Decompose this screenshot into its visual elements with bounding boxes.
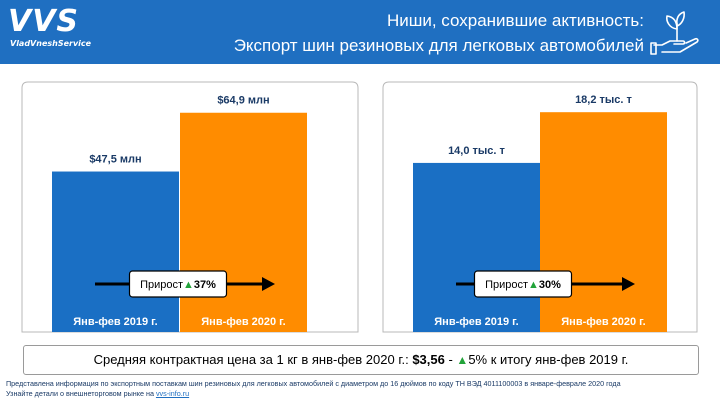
growth-label-text: Прирост — [140, 279, 183, 291]
growth-percent: 37% — [194, 279, 216, 291]
summary-text-after: к итогу янв-фев 2019 г. — [487, 352, 629, 367]
chart-panels: $47,5 млн Янв-фев 2019 г. $64,9 млн Янв-фев… — [21, 81, 698, 333]
up-triangle-icon: ▲ — [183, 279, 194, 291]
bar-2019 — [413, 162, 540, 332]
summary-separator: - — [444, 352, 457, 367]
panel-frame — [382, 81, 698, 333]
footnote-line-1: Представлена информация по экспортным по… — [6, 379, 621, 388]
footnote-line-2: Узнайте детали о внешнеторговом рынке на… — [6, 389, 621, 399]
logo-wordmark: VVS — [8, 4, 80, 39]
category-label: Янв-фев 2019 г. — [73, 316, 157, 328]
bar-value-label: 18,2 тыс. т — [575, 94, 632, 106]
up-triangle-icon: ▲ — [456, 353, 469, 367]
growth-label-text: Прирост — [485, 279, 528, 291]
growth-arrow-head — [622, 277, 635, 291]
category-label: Янв-фев 2020 г. — [561, 316, 645, 328]
bar-2020 — [180, 112, 307, 332]
title-line-2: Экспорт шин резиновых для легковых автом… — [233, 36, 644, 55]
chart-panel-2: 14,0 тыс. т Янв-фев 2019 г. 18,2 тыс. т Янв… — [382, 81, 698, 333]
category-label: Янв-фев 2020 г. — [201, 316, 285, 328]
bar-2019 — [52, 171, 179, 332]
footnote: Представлена информация по экспортным по… — [6, 379, 621, 399]
average-price-summary: Средняя контрактная цена за 1 кг в янв-ф… — [23, 345, 699, 375]
up-triangle-icon: ▲ — [528, 279, 539, 291]
growth-percent: 30% — [539, 279, 561, 291]
chart-panel-1: $47,5 млн Янв-фев 2019 г. $64,9 млн Янв-фев… — [21, 81, 359, 333]
header-bar: VVS VladVneshService Ниши, сохранившие а… — [0, 0, 720, 64]
price-change-value: 5% — [468, 352, 488, 367]
footnote-line-2-prefix: Узнайте детали о внешнеторговом рынке на — [6, 389, 156, 398]
summary-text-before: Средняя контрактная цена за 1 кг в янв-ф… — [93, 352, 413, 367]
category-label: Янв-фев 2019 г. — [434, 316, 518, 328]
bar-value-label: $47,5 млн — [89, 154, 141, 166]
slide-title: Ниши, сохранившие активность: Экспорт ши… — [234, 8, 644, 58]
growth-label-box — [473, 270, 573, 298]
bar-2020 — [540, 112, 667, 332]
panel-frame — [21, 81, 359, 333]
bar-value-label: $64,9 млн — [217, 95, 269, 107]
growth-label: Прирост▲37% — [140, 279, 216, 291]
bar-value-label: 14,0 тыс. т — [448, 145, 505, 157]
growth-arrow-head — [262, 277, 275, 291]
vvs-logo[interactable]: VVS VladVneshService — [8, 5, 91, 49]
growth-label-box — [128, 270, 228, 298]
title-line-1: Ниши, сохранившие активность: — [386, 11, 644, 30]
growth-label: Прирост▲30% — [485, 279, 561, 291]
plant-in-hand-icon — [650, 11, 699, 55]
logo-tagline: VladVneshService — [10, 39, 92, 48]
website-link[interactable]: vvs-info.ru — [155, 389, 190, 398]
average-price-value: $3,56 — [412, 352, 445, 367]
